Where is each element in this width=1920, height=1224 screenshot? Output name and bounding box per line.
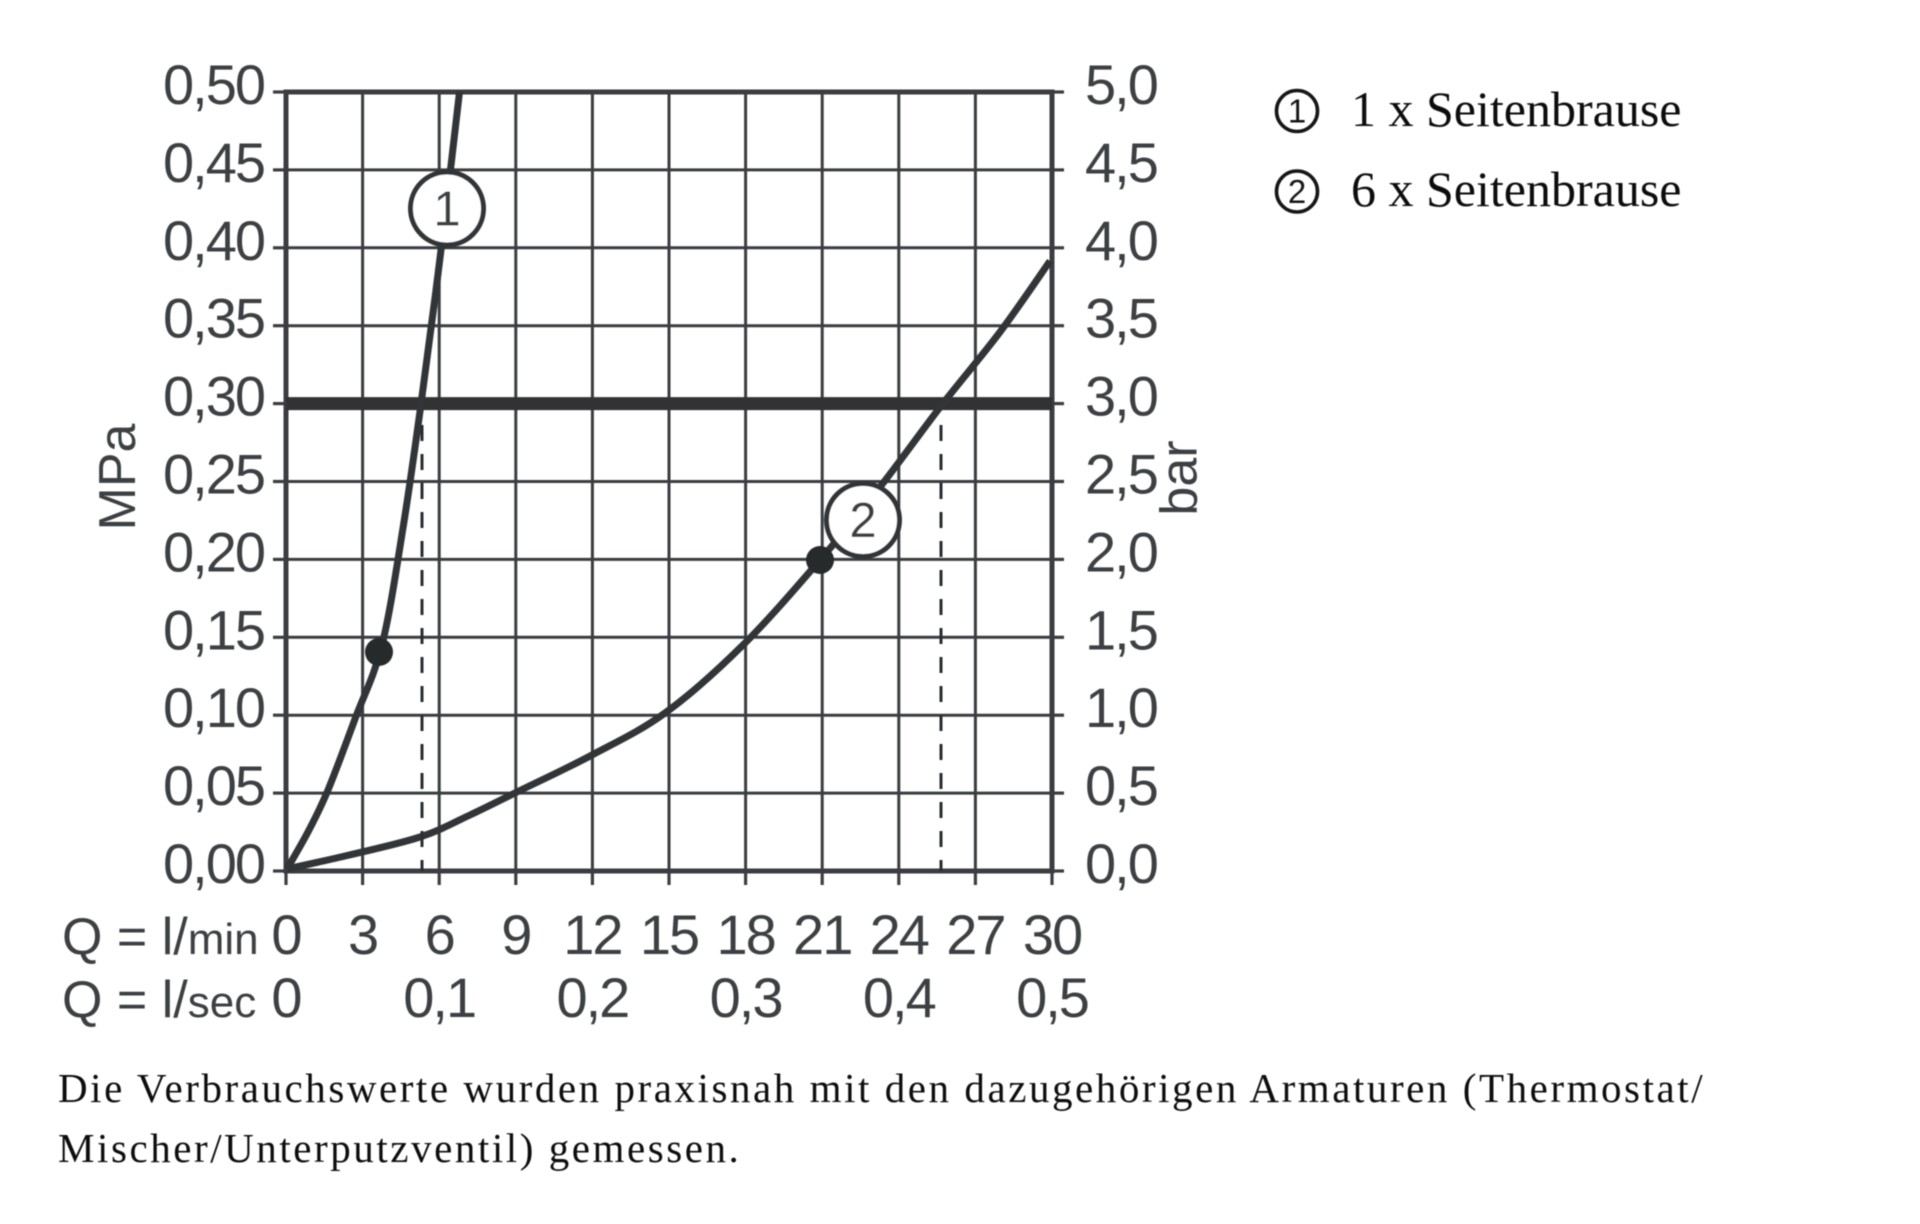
svg-text:Mischer/Unterputzventil) gemes: Mischer/Unterputzventil) gemessen. (58, 1125, 741, 1171)
svg-text:1: 1 (433, 183, 460, 237)
svg-text:4,5: 4,5 (1085, 131, 1157, 194)
svg-text:2,0: 2,0 (1085, 520, 1157, 583)
svg-text:30: 30 (1023, 903, 1081, 966)
svg-text:0,5: 0,5 (1016, 966, 1088, 1029)
svg-text:1,5: 1,5 (1085, 598, 1157, 661)
svg-text:0,20: 0,20 (163, 520, 264, 583)
svg-text:bar: bar (1151, 440, 1209, 515)
svg-text:6: 6 (425, 903, 454, 966)
svg-text:1: 1 (1288, 93, 1306, 130)
svg-text:Q = l/min: Q = l/min (62, 908, 259, 966)
svg-text:15: 15 (640, 903, 698, 966)
svg-text:0,1: 0,1 (403, 966, 475, 1029)
svg-text:18: 18 (716, 903, 774, 966)
svg-text:0,05: 0,05 (163, 754, 264, 817)
svg-text:0,4: 0,4 (863, 966, 936, 1029)
svg-text:12: 12 (563, 903, 621, 966)
svg-text:0,40: 0,40 (163, 209, 264, 272)
svg-text:3: 3 (348, 903, 377, 966)
svg-text:2,5: 2,5 (1085, 443, 1157, 506)
svg-text:0,00: 0,00 (163, 832, 264, 895)
svg-text:MPa: MPa (89, 423, 147, 530)
svg-text:0: 0 (271, 966, 300, 1029)
svg-text:0,5: 0,5 (1085, 754, 1157, 817)
svg-text:0,3: 0,3 (710, 966, 782, 1029)
svg-text:0: 0 (271, 903, 300, 966)
svg-text:1 x Seitenbrause: 1 x Seitenbrause (1351, 81, 1681, 137)
svg-text:0,15: 0,15 (163, 598, 264, 661)
svg-text:27: 27 (946, 903, 1004, 966)
svg-text:Die Verbrauchswerte wurden pra: Die Verbrauchswerte wurden praxisnah mit… (58, 1065, 1705, 1111)
svg-text:0,10: 0,10 (163, 676, 264, 739)
svg-text:0,25: 0,25 (163, 443, 264, 506)
svg-text:1,0: 1,0 (1085, 676, 1157, 739)
svg-text:6 x Seitenbrause: 6 x Seitenbrause (1351, 161, 1681, 217)
svg-text:9: 9 (501, 903, 530, 966)
svg-text:24: 24 (870, 903, 929, 966)
svg-text:0,50: 0,50 (163, 53, 264, 116)
svg-text:21: 21 (793, 903, 851, 966)
svg-text:0,35: 0,35 (163, 287, 264, 350)
svg-text:0,0: 0,0 (1085, 832, 1157, 895)
svg-text:2: 2 (849, 494, 876, 548)
svg-text:0,30: 0,30 (163, 365, 264, 428)
svg-text:3,0: 3,0 (1085, 365, 1157, 428)
svg-text:4,0: 4,0 (1085, 209, 1157, 272)
svg-text:0,45: 0,45 (163, 131, 264, 194)
svg-text:Q = l/sec: Q = l/sec (62, 971, 256, 1029)
svg-text:0,2: 0,2 (556, 966, 628, 1029)
svg-text:5,0: 5,0 (1085, 53, 1157, 116)
svg-text:3,5: 3,5 (1085, 287, 1157, 350)
svg-text:2: 2 (1288, 173, 1306, 210)
